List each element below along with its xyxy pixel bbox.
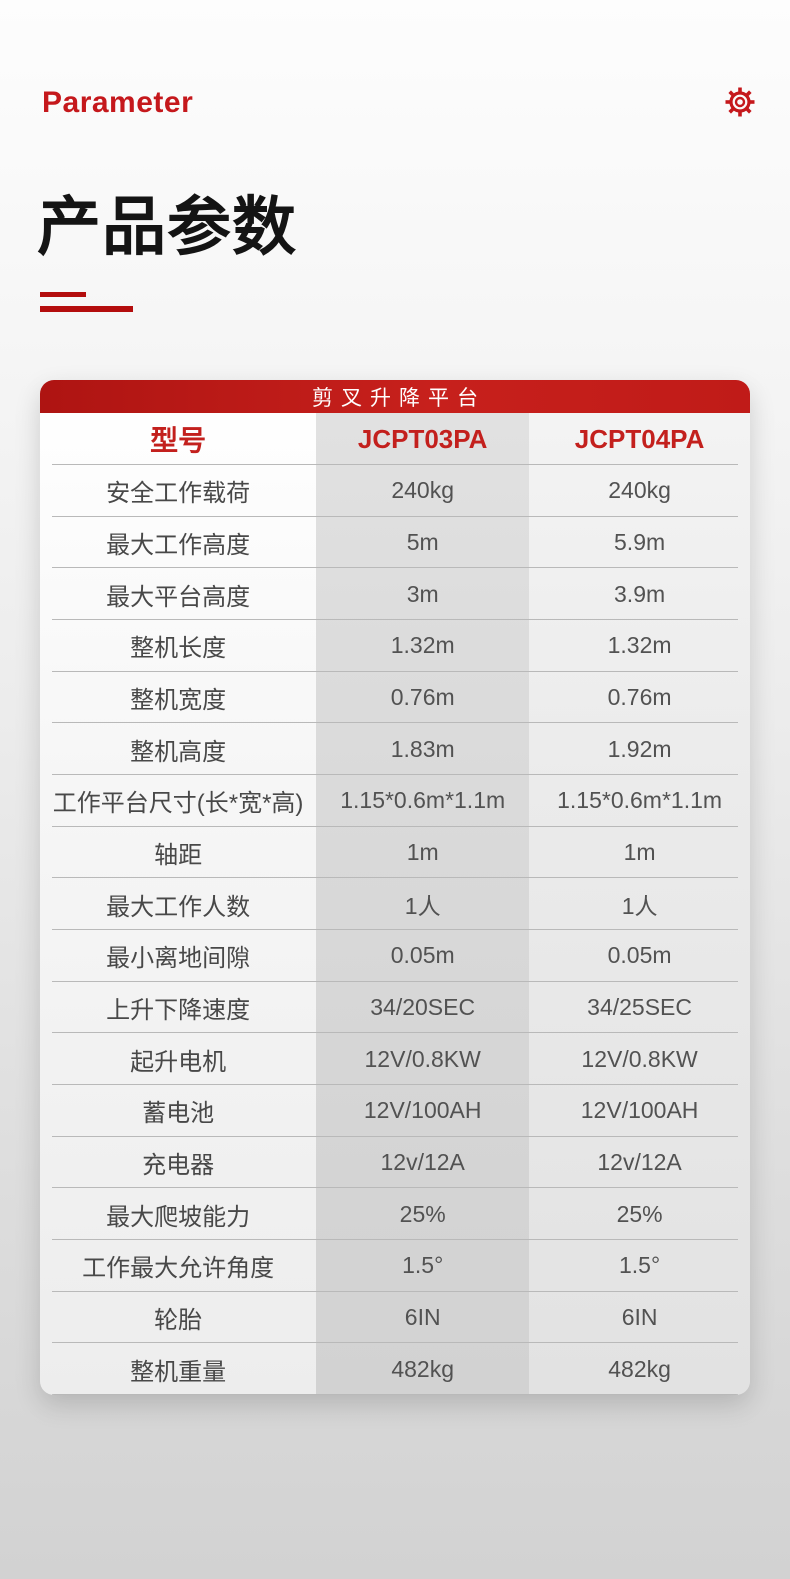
table-row: 工作平台尺寸(长*宽*高) 1.15*0.6m*1.1m 1.15*0.6m*1… (40, 775, 750, 827)
table-row: 整机长度 1.32m 1.32m (40, 620, 750, 672)
spec-value-jcpt04pa: 482kg (529, 1343, 750, 1395)
spec-label: 轮胎 (154, 1307, 203, 1335)
title-accent-dash-short (40, 292, 86, 297)
spec-value-jcpt03pa: 12v/12A (316, 1136, 530, 1189)
table-row: 安全工作载荷 240kg 240kg (40, 465, 750, 517)
spec-value-jcpt03pa: 0.05m (316, 930, 530, 982)
spec-label: 整机重量 (130, 1358, 227, 1386)
table-title-bar: 剪叉升降平台 (40, 380, 750, 413)
spec-value-jcpt03pa: 12V/0.8KW (316, 1033, 530, 1086)
spec-label: 起升电机 (130, 1048, 227, 1076)
table-row: 充电器 12v/12A 12v/12A (40, 1136, 750, 1189)
spec-value-jcpt03pa: 482kg (316, 1343, 530, 1395)
spec-value-jcpt04pa: 0.76m (529, 671, 750, 724)
table-row: 上升下降速度 34/20SEC 34/25SEC (40, 981, 750, 1034)
spec-rows: 安全工作载荷 240kg 240kg 最大工作高度 5m 5.9m 最大平台高度… (40, 465, 750, 1395)
table-row: 起升电机 12V/0.8KW 12V/0.8KW (40, 1033, 750, 1086)
spec-value-jcpt04pa: 240kg (529, 465, 750, 517)
model-header-row: 型号 JCPT03PA JCPT04PA (40, 413, 750, 465)
spec-value-jcpt03pa: 1.5° (316, 1240, 530, 1292)
spec-value-jcpt03pa: 5m (316, 516, 530, 569)
table-row: 轮胎 6IN 6IN (40, 1291, 750, 1344)
spec-value-jcpt03pa: 1.83m (316, 723, 530, 776)
spec-value-jcpt04pa: 12v/12A (529, 1136, 750, 1189)
spec-label: 最小离地间隙 (106, 945, 251, 973)
spec-label: 最大工作人数 (106, 893, 251, 921)
page-title: 产品参数 (37, 191, 297, 263)
spec-value-jcpt03pa: 34/20SEC (316, 981, 530, 1034)
spec-label: 最大工作高度 (106, 532, 251, 559)
spec-label: 安全工作载荷 (106, 480, 251, 508)
spec-label: 最大爬坡能力 (106, 1203, 251, 1231)
spec-value-jcpt03pa: 6IN (316, 1291, 530, 1344)
spec-value-jcpt04pa: 0.05m (529, 930, 750, 982)
spec-value-jcpt03pa: 1.15*0.6m*1.1m (316, 775, 530, 827)
spec-value-jcpt03pa: 240kg (316, 465, 530, 517)
table-row: 蓄电池 12V/100AH 12V/100AH (40, 1085, 750, 1137)
spec-value-jcpt04pa: 12V/0.8KW (529, 1033, 750, 1086)
spec-value-jcpt04pa: 1.92m (529, 723, 750, 776)
spec-value-jcpt04pa: 6IN (529, 1291, 750, 1344)
spec-label: 整机长度 (130, 635, 227, 663)
table-row: 最大爬坡能力 25% 25% (40, 1188, 750, 1241)
spec-value-jcpt03pa: 25% (316, 1188, 530, 1241)
spec-label: 整机宽度 (130, 687, 227, 715)
model-column-label: 型号 (150, 425, 207, 456)
spec-label: 工作平台尺寸(长*宽*高) (52, 790, 304, 818)
spec-value-jcpt03pa: 1.32m (316, 620, 530, 672)
spec-label: 轴距 (154, 842, 203, 870)
spec-value-jcpt03pa: 3m (316, 568, 530, 621)
title-accent-dash-long (40, 306, 133, 312)
section-eyebrow: Parameter (42, 86, 194, 119)
table-row: 最大工作人数 1人 1人 (40, 878, 750, 931)
spec-value-jcpt03pa: 1m (316, 826, 530, 879)
spec-label: 蓄电池 (142, 1100, 215, 1128)
spec-label: 工作最大允许角度 (82, 1255, 275, 1283)
spec-value-jcpt04pa: 25% (529, 1188, 750, 1241)
spec-value-jcpt04pa: 3.9m (529, 568, 750, 621)
spec-value-jcpt04pa: 1人 (529, 878, 750, 931)
table-row: 最大工作高度 5m 5.9m (40, 516, 750, 569)
spec-value-jcpt04pa: 1.5° (529, 1240, 750, 1292)
spec-value-jcpt03pa: 0.76m (316, 671, 530, 724)
spec-label: 上升下降速度 (106, 997, 251, 1025)
table-row: 最大平台高度 3m 3.9m (40, 568, 750, 621)
spec-label: 最大平台高度 (106, 583, 251, 611)
spec-value-jcpt04pa: 34/25SEC (529, 981, 750, 1034)
spec-value-jcpt03pa: 12V/100AH (316, 1085, 530, 1137)
model-name-jcpt03pa: JCPT03PA (316, 413, 530, 465)
table-row: 工作最大允许角度 1.5° 1.5° (40, 1240, 750, 1292)
spec-value-jcpt04pa: 12V/100AH (529, 1085, 750, 1137)
spec-value-jcpt04pa: 1.15*0.6m*1.1m (529, 775, 750, 827)
table-row: 轴距 1m 1m (40, 826, 750, 879)
spec-label: 充电器 (142, 1152, 215, 1180)
gear-icon[interactable] (724, 86, 756, 118)
spec-value-jcpt03pa: 1人 (316, 878, 530, 931)
table-row: 最小离地间隙 0.05m 0.05m (40, 930, 750, 982)
spec-value-jcpt04pa: 5.9m (529, 516, 750, 569)
spec-value-jcpt04pa: 1m (529, 826, 750, 879)
spec-table-card: 剪叉升降平台 型号 JCPT03PA JCPT04PA 安全工作载荷 240kg… (40, 380, 750, 1395)
spec-value-jcpt04pa: 1.32m (529, 620, 750, 672)
table-row: 整机宽度 0.76m 0.76m (40, 671, 750, 724)
model-name-jcpt04pa: JCPT04PA (529, 413, 750, 465)
spec-label: 整机高度 (130, 738, 227, 766)
table-row: 整机重量 482kg 482kg (40, 1343, 750, 1395)
table-row: 整机高度 1.83m 1.92m (40, 723, 750, 776)
